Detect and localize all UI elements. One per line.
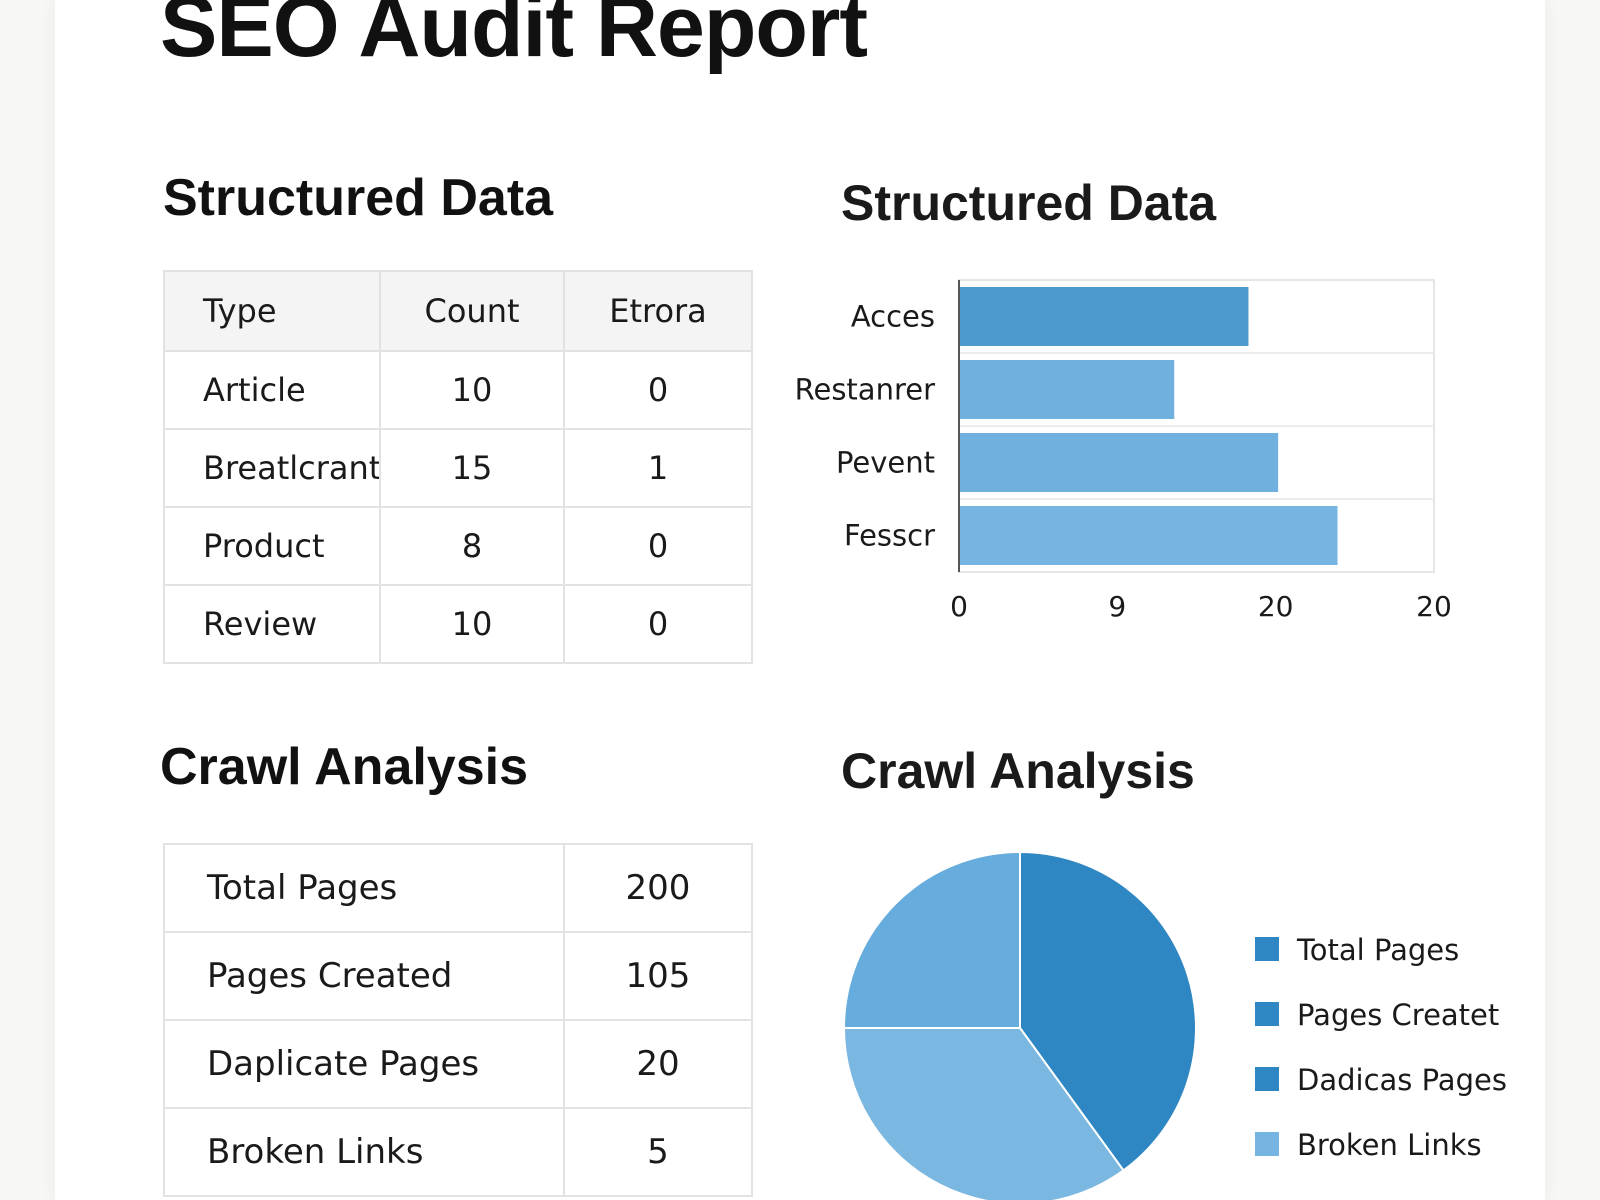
x-tick-label: 20 (1416, 590, 1452, 623)
bar-category-label: Acces (851, 300, 935, 334)
table-row: Pages Created 105 (163, 931, 753, 1021)
legend-swatch (1255, 937, 1279, 961)
table-cell-type: Product (163, 506, 381, 586)
table-cell-metric: Daplicate Pages (163, 1019, 565, 1109)
pie-slice (1019, 850, 1197, 1172)
table-row: Review 10 0 (163, 584, 753, 664)
table-row: Article 10 0 (163, 350, 753, 430)
legend-swatch (1255, 1067, 1279, 1091)
column-header-type: Type (163, 270, 381, 352)
table-cell-type: Article (163, 350, 381, 430)
bar (960, 433, 1279, 492)
pie-slice (842, 850, 1021, 1029)
table-cell-count: 10 (379, 350, 565, 430)
column-header-count: Count (379, 270, 565, 352)
legend-label: Broken Links (1297, 1128, 1482, 1162)
crawl-analysis-table-title: Crawl Analysis (160, 738, 529, 796)
legend-label: Total Pages (1296, 933, 1459, 967)
legend-label: Pages Createt (1297, 998, 1499, 1032)
structured-data-table: Type Count Etrora Article 10 0 Breatlcra… (163, 270, 753, 664)
table-row: Broken Links 5 (163, 1107, 753, 1197)
x-tick-label: 0 (950, 590, 968, 623)
crawl-analysis-pie-chart: Crawl Analysis Total Pages Pages Createt Da… (841, 743, 1507, 1200)
x-tick-label: 9 (1108, 590, 1126, 623)
structured-data-table-title: Structured Data (163, 169, 554, 227)
bar-category-label: Fesscr (844, 519, 935, 553)
table-cell-errors: 0 (563, 506, 753, 586)
table-cell-count: 15 (379, 428, 565, 508)
column-header-errors: Etrora (563, 270, 753, 352)
legend-swatch (1255, 1132, 1279, 1156)
pie-slice (842, 1027, 1125, 1200)
crawl-analysis-table: Total Pages 200 Pages Created 105 Daplic… (163, 843, 753, 1197)
pie-chart-title: Crawl Analysis (841, 743, 1195, 799)
table-cell-errors: 1 (563, 428, 753, 508)
table-cell-count: 10 (379, 584, 565, 664)
table-cell-errors: 0 (563, 350, 753, 430)
table-header-row: Type Count Etrora (163, 270, 753, 352)
table-cell-value: 200 (563, 843, 753, 933)
bar-category-label: Pevent (836, 446, 935, 480)
table-row: Product 8 0 (163, 506, 753, 586)
legend-label: Dadicas Pages (1297, 1063, 1507, 1097)
table-row: Total Pages 200 (163, 843, 753, 933)
table-cell-value: 5 (563, 1107, 753, 1197)
bar (960, 360, 1175, 419)
table-cell-metric: Broken Links (163, 1107, 565, 1197)
bar (960, 506, 1338, 565)
table-cell-type: Breatlcrants (163, 428, 381, 508)
bar-chart-title: Structured Data (841, 175, 1217, 231)
bar (960, 287, 1249, 346)
table-cell-value: 105 (563, 931, 753, 1021)
table-cell-type: Review (163, 584, 381, 664)
table-cell-metric: Total Pages (163, 843, 565, 933)
bar-category-label: Restanrer (795, 373, 935, 407)
table-cell-value: 20 (563, 1019, 753, 1109)
table-cell-errors: 0 (563, 584, 753, 664)
report-title: SEO Audit Report (160, 0, 868, 75)
report-page: SEO Audit Report Structured Data Type Co… (55, 0, 1545, 1200)
x-tick-label: 20 (1258, 590, 1294, 623)
table-row: Daplicate Pages 20 (163, 1019, 753, 1109)
table-cell-metric: Pages Created (163, 931, 565, 1021)
table-row: Breatlcrants 15 1 (163, 428, 753, 508)
legend-swatch (1255, 1002, 1279, 1026)
structured-data-bar-chart: Structured Data Acces Restanrer Pevent Fessc… (795, 175, 1452, 623)
table-cell-count: 8 (379, 506, 565, 586)
